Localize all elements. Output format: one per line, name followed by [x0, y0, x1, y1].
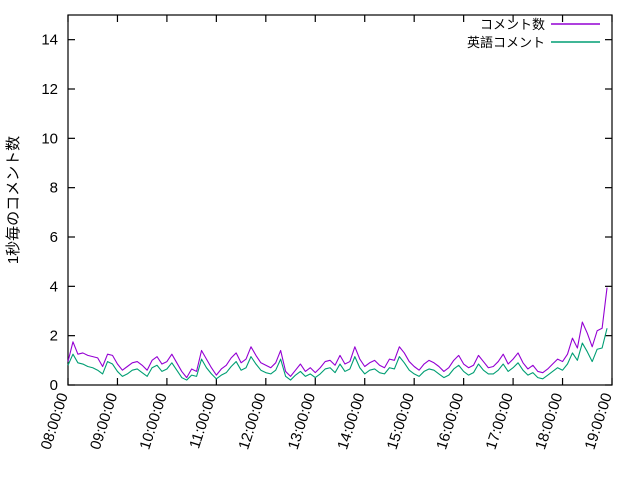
y-tick-label: 12 — [41, 81, 58, 98]
y-tick-label: 14 — [41, 32, 58, 49]
y-tick-label: 2 — [50, 328, 58, 345]
y-axis-label-group: 1秒毎のコメント数 — [5, 136, 22, 264]
series-line-1 — [67, 287, 608, 379]
plot-border — [67, 14, 613, 386]
y-tick-label: 8 — [50, 180, 58, 197]
y-tick-labels-group: 0 2 4 6 8 10 12 14 — [41, 32, 58, 394]
data-series-layer — [67, 287, 608, 381]
axes-layer — [67, 14, 613, 386]
legend-label-2: 英語コメント — [467, 35, 545, 50]
y-tick-label: 10 — [41, 130, 58, 147]
y-tick-label: 6 — [50, 229, 58, 246]
y-tick-label: 4 — [50, 278, 58, 295]
y-axis-title: 1秒毎のコメント数 — [5, 136, 22, 264]
legend-label-1: コメント数 — [480, 17, 545, 32]
series-line-2 — [67, 328, 608, 381]
y-tick-label: 0 — [50, 377, 58, 394]
